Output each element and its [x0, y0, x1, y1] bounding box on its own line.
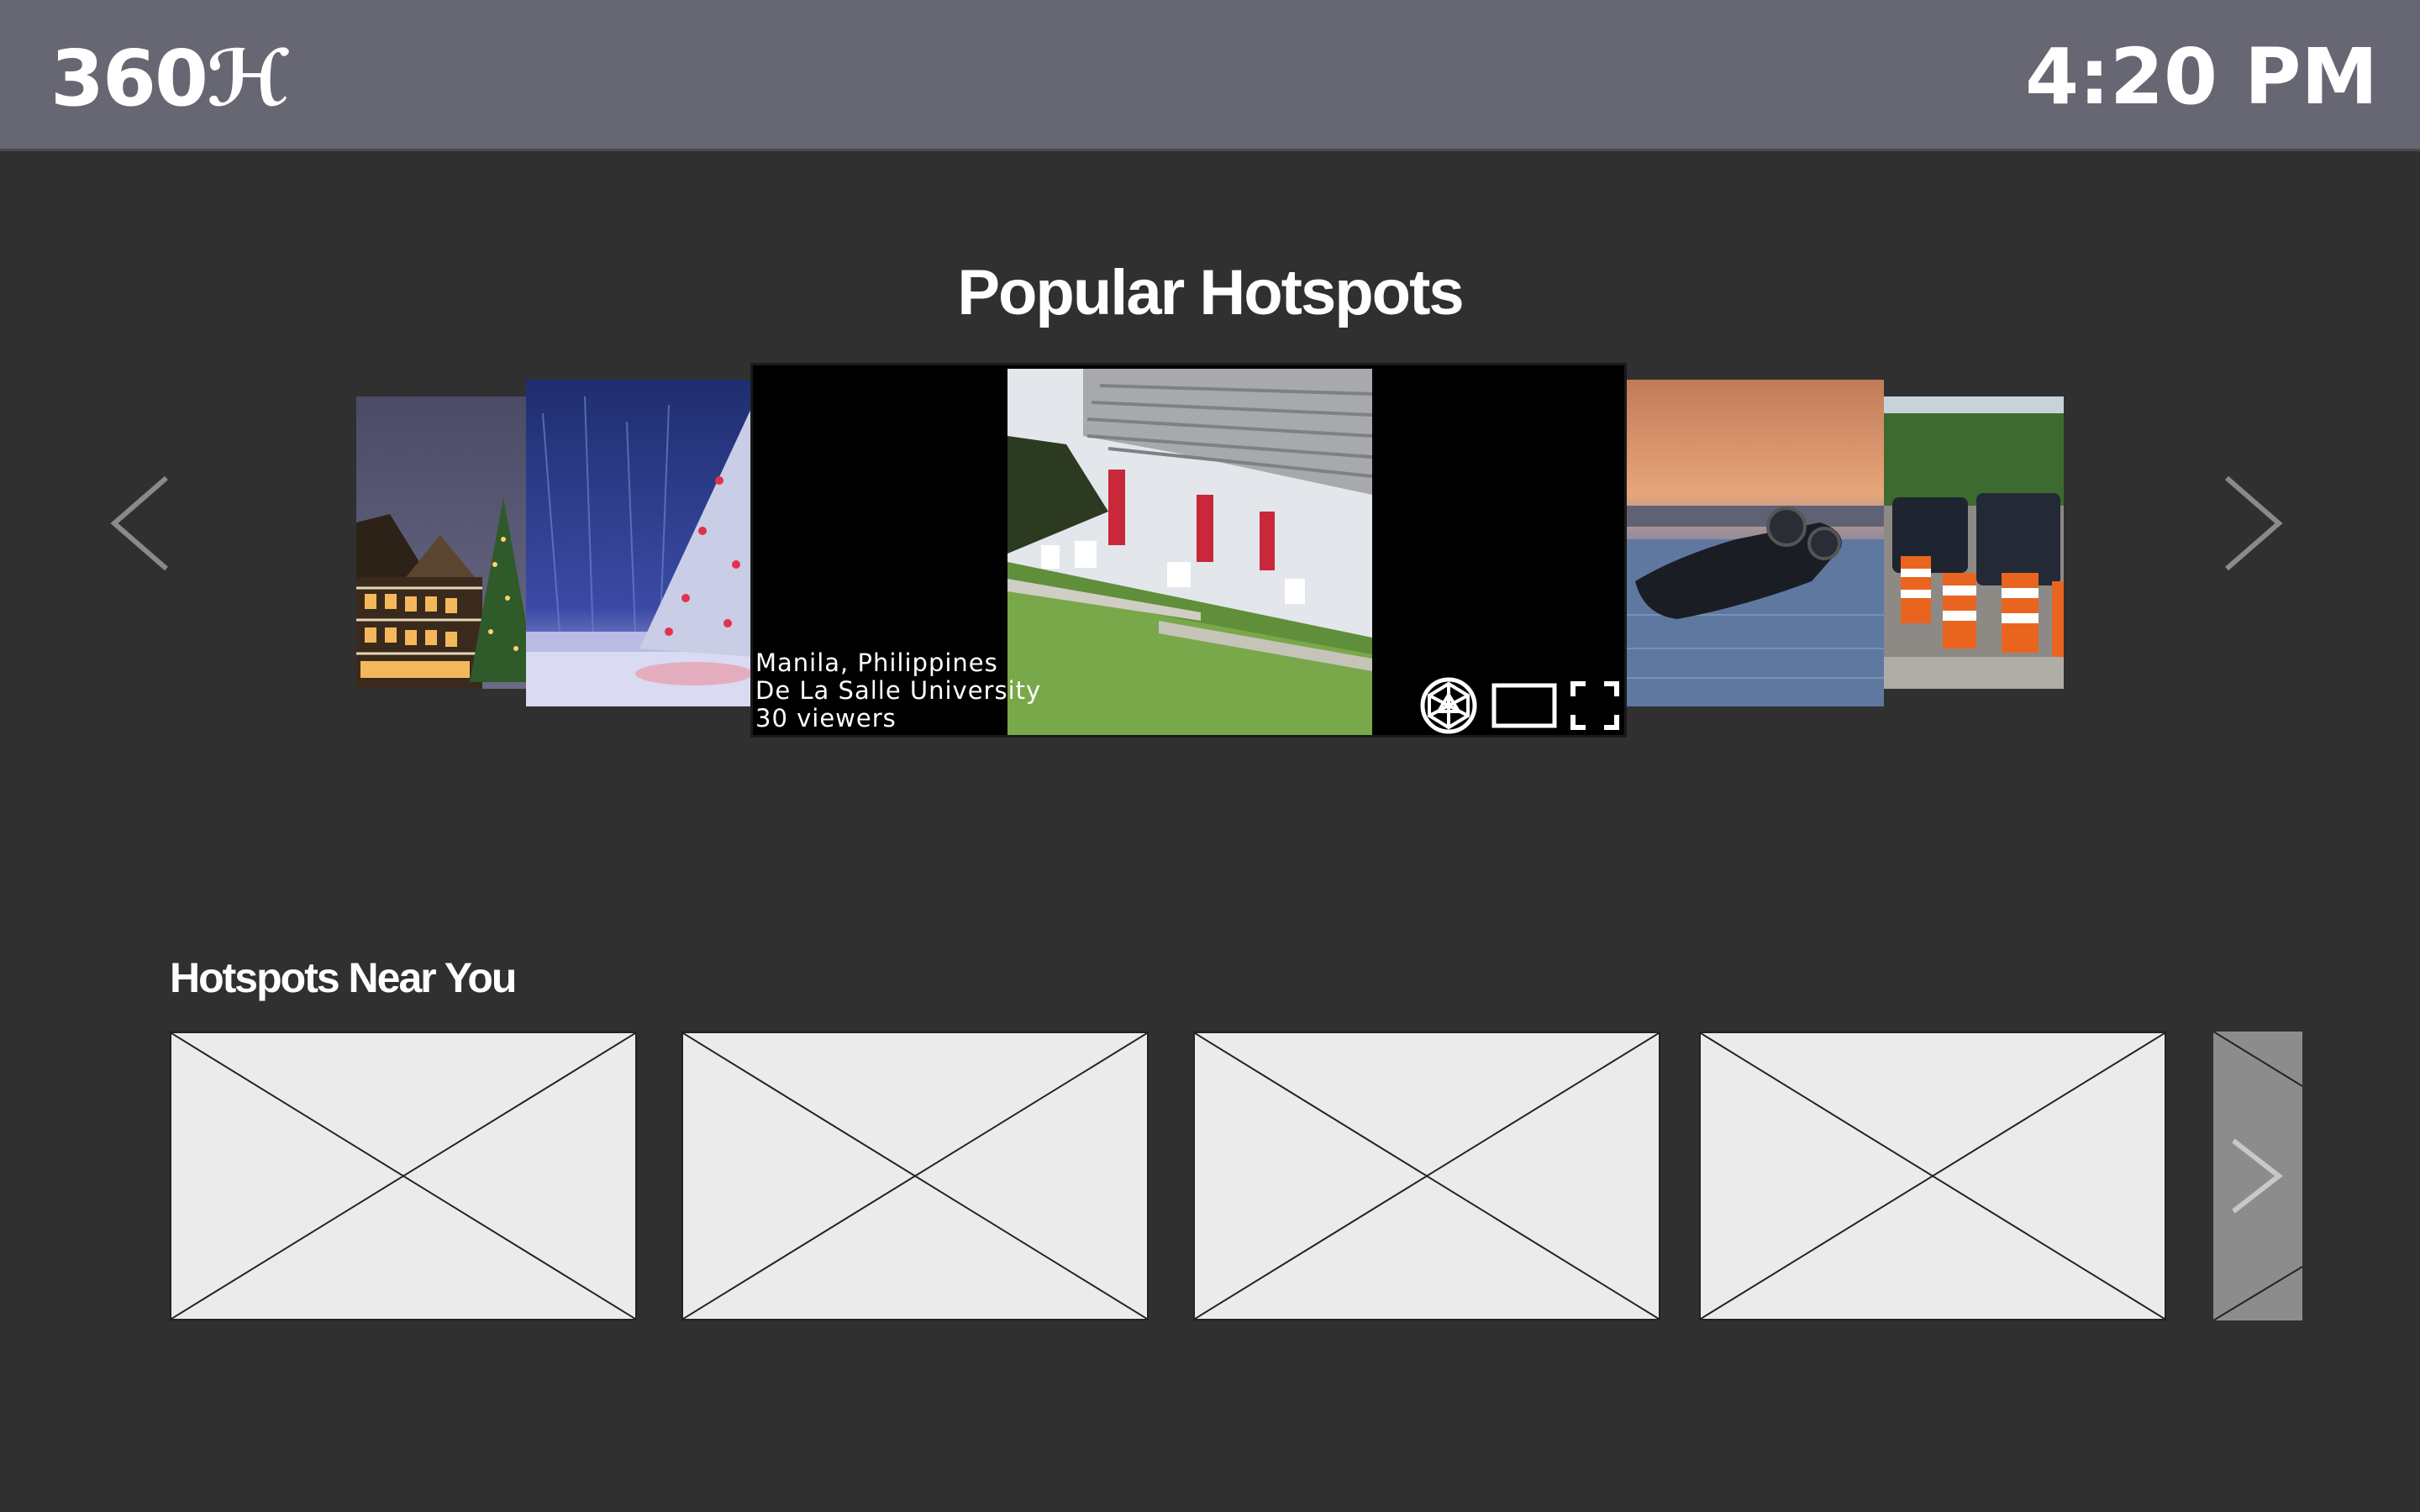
hotspot-thumb-overturned-car[interactable]: [1627, 380, 1884, 706]
chevron-right-icon: [2213, 1032, 2302, 1320]
featured-hotspot-location: Manila, Philippines: [755, 648, 998, 677]
featured-hotspot-player[interactable]: Manila, Philippines De La Salle Universi…: [750, 363, 1627, 738]
image-placeholder-icon: [171, 1033, 635, 1319]
screen-mode-icon[interactable]: [1491, 683, 1557, 728]
image-placeholder-icon: [683, 1033, 1147, 1319]
app-logo[interactable]: 360ℋ: [50, 34, 290, 123]
fullscreen-icon[interactable]: [1570, 681, 1619, 730]
nearby-next-button[interactable]: [2213, 1032, 2302, 1320]
nearby-hotspot-tile[interactable]: [1699, 1032, 2166, 1320]
nearby-hotspot-tile[interactable]: [1193, 1032, 1660, 1320]
image-placeholder-icon: [1701, 1033, 2165, 1319]
featured-hotspot-video[interactable]: [1007, 369, 1372, 735]
clock: 4:20 PM: [2025, 32, 2378, 122]
featured-hotspot-info: Manila, Philippines De La Salle Universi…: [755, 649, 1041, 732]
hotspot-thumb-snowy-christmas-tree[interactable]: [526, 380, 753, 706]
featured-hotspot-place: De La Salle University: [755, 676, 1042, 705]
hotspot-thumb-tudor-houses[interactable]: [356, 396, 533, 689]
top-bar: 360ℋ 4:20 PM: [0, 0, 2420, 151]
image-placeholder-icon: [1195, 1033, 1659, 1319]
hotspots-near-you-title: Hotspots Near You: [170, 954, 517, 1001]
nearby-hotspot-tile[interactable]: [681, 1032, 1149, 1320]
carousel-next-icon[interactable]: [2222, 475, 2286, 572]
popular-hotspots-title: Popular Hotspots: [957, 257, 1464, 328]
hotspot-thumb-traffic-cones[interactable]: [1884, 396, 2064, 689]
carousel-prev-icon[interactable]: [108, 475, 171, 572]
featured-hotspot-viewers: 30 viewers: [755, 704, 897, 732]
nearby-hotspot-tile[interactable]: [170, 1032, 637, 1320]
vr-sphere-icon[interactable]: [1419, 676, 1478, 735]
